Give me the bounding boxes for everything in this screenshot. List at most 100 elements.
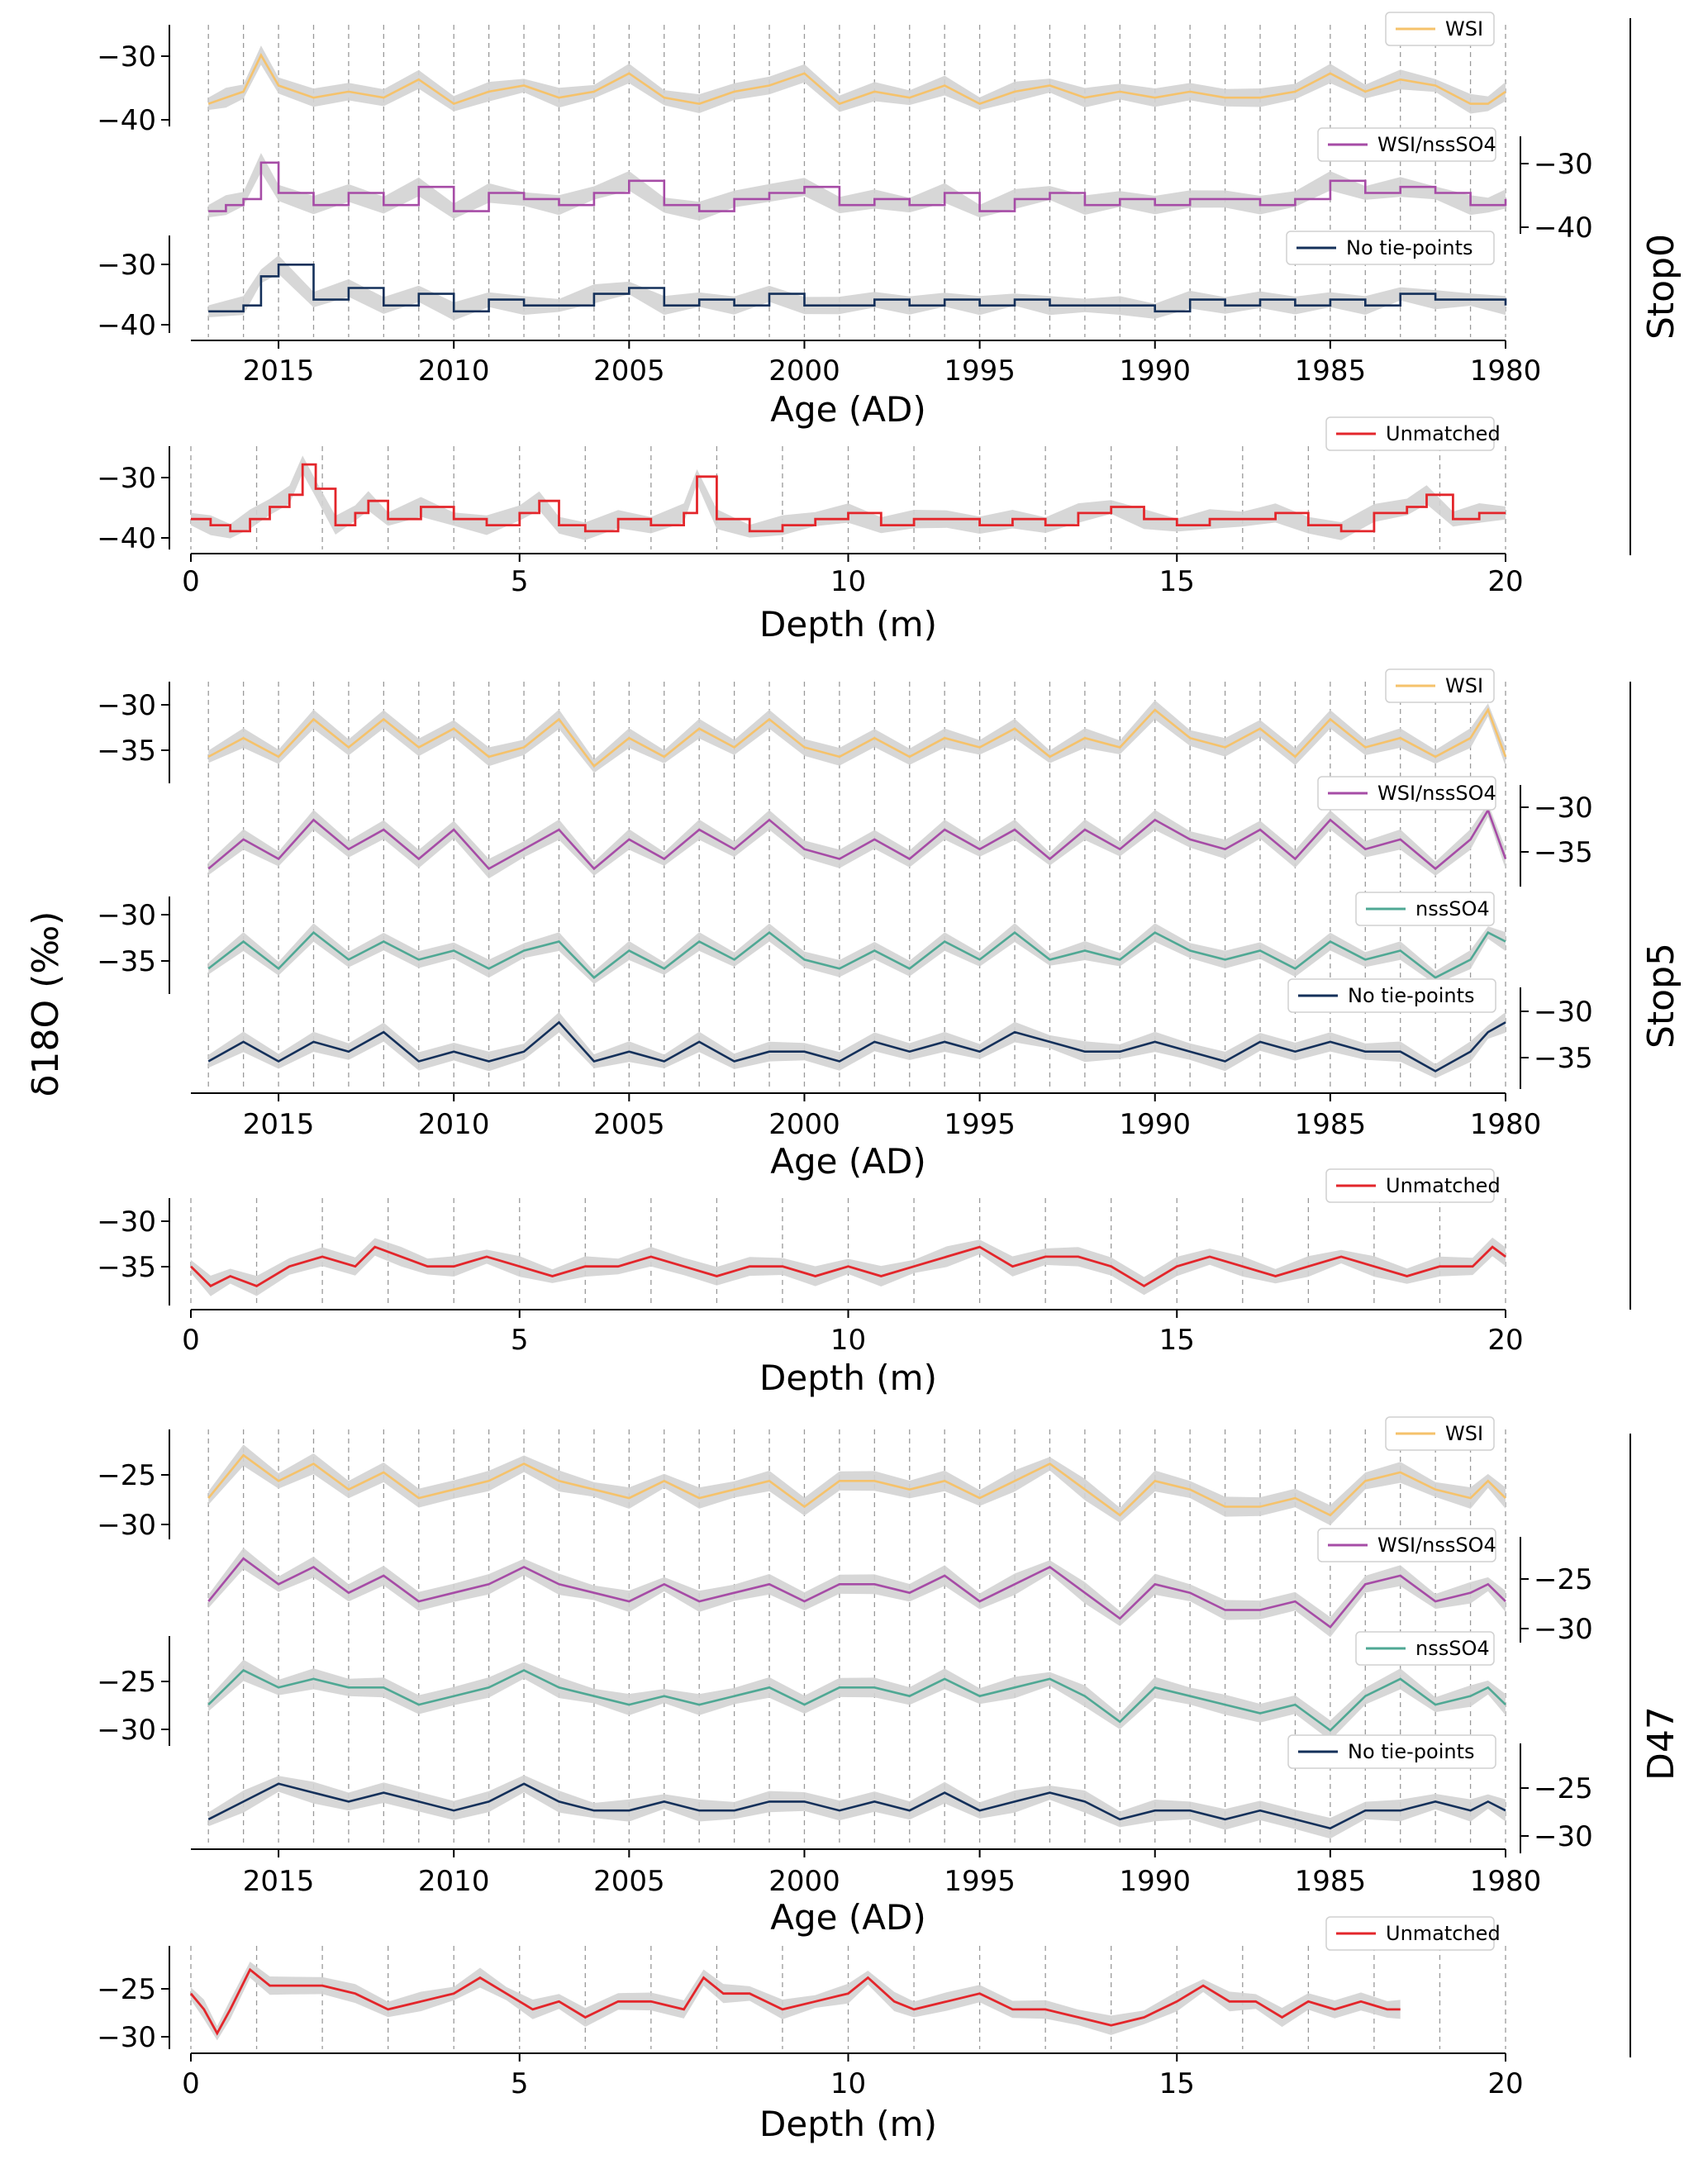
x-tick-label: 1980	[1470, 1108, 1542, 1141]
legend-label: WSI	[1445, 17, 1483, 40]
y-tick-label: −30	[1534, 1613, 1593, 1646]
legend: WSI	[1385, 668, 1495, 703]
legend-box	[1325, 1916, 1495, 1951]
uncertainty-band	[208, 700, 1506, 773]
x-tick-label: 0	[182, 2067, 200, 2100]
y-tick-label: −30	[1534, 792, 1593, 825]
group-label: Stop0	[1640, 234, 1682, 340]
chart-group-d47: −25−30WSI−25−30WSI/nssSO4−25−30nssSO4−25…	[97, 1416, 1682, 2144]
legend: Unmatched	[1325, 416, 1501, 451]
y-tick-label: −30	[1534, 1820, 1593, 1853]
x-tick-label: 2015	[243, 1865, 315, 1898]
y-tick-label: −25	[97, 1666, 156, 1699]
legend-box	[1286, 231, 1495, 265]
x-tick-label: 2015	[243, 354, 315, 388]
y-tick-label: −25	[1534, 1772, 1593, 1805]
legend-box	[1287, 978, 1496, 1013]
x-tick-label: 1995	[944, 1865, 1016, 1898]
y-tick-label: −30	[97, 1509, 156, 1542]
uncertainty-band	[208, 1011, 1506, 1078]
x-tick-label: 1985	[1295, 1108, 1367, 1141]
series-line	[207, 1668, 1506, 1732]
y-tick-label: −30	[97, 249, 156, 282]
legend-label: WSI/nssSO4	[1377, 133, 1496, 156]
x-tick-label: 2000	[768, 1108, 840, 1141]
group-label: Stop5	[1640, 943, 1682, 1049]
x-tick-label: 2010	[418, 1865, 490, 1898]
legend-box	[1355, 1631, 1495, 1666]
legend-label: Unmatched	[1386, 422, 1501, 445]
legend-label: No tie-points	[1346, 236, 1472, 259]
series-line	[207, 1782, 1506, 1830]
series-wsi: −25 −30 WSI	[97, 1416, 1506, 1542]
x-tick-label: 2005	[593, 1865, 665, 1898]
chart-group-stop0: −30 −40 WSI −30 −40 WSI/nssSO4 −30 −40 No tie-po…	[97, 12, 1682, 644]
x-tick-label: 10	[830, 1324, 866, 1357]
series-unmatched: Unmatched	[190, 1168, 1506, 1296]
y-tick-label: −30	[97, 40, 156, 74]
legend: WSI/nssSO4	[1317, 1528, 1496, 1562]
legend: WSI	[1385, 1416, 1495, 1451]
y-tick-label: −40	[97, 309, 156, 342]
legend: No tie-points	[1287, 1734, 1496, 1769]
series-line	[191, 463, 1506, 533]
y-tick-label: −25	[97, 1459, 156, 1492]
series-line	[207, 707, 1507, 768]
y-tick-label: −35	[1534, 1042, 1593, 1075]
series-no-tie-points: −30 −35 No tie-points	[207, 978, 1593, 1089]
y-tick-label: −25	[1534, 1563, 1593, 1596]
y-tick-label: −30	[97, 689, 156, 722]
x-tick-label: 5	[511, 565, 529, 598]
uncertainty-band	[208, 255, 1506, 321]
series-line	[190, 1245, 1506, 1288]
series-line	[207, 1557, 1506, 1629]
legend: WSI/nssSO4	[1317, 127, 1496, 162]
x-tick-label: 10	[830, 565, 866, 598]
y-tick-label: −30	[97, 2021, 156, 2054]
y-tick-label: −30	[97, 899, 156, 932]
x-tick-label: 15	[1159, 565, 1195, 598]
x-tick-label: 20	[1487, 2067, 1523, 2100]
legend: Unmatched	[1325, 1916, 1501, 1951]
uncertainty-band	[191, 1962, 1401, 2041]
y-tick-label: −35	[97, 1251, 156, 1284]
y-tick-label: −30	[1534, 996, 1593, 1029]
uncertainty-band	[208, 1548, 1506, 1638]
uncertainty-band	[208, 1444, 1506, 1525]
y-tick-label: −30	[1534, 148, 1593, 181]
y-tick-label: −40	[1534, 212, 1593, 245]
uncertainty-band	[208, 803, 1506, 879]
series-no-tie-points: −30 −40 No tie-points	[97, 231, 1507, 342]
legend-box	[1355, 892, 1495, 926]
legend-box	[1385, 668, 1495, 703]
legend: nssSO4	[1355, 1631, 1495, 1666]
uncertainty-band	[208, 153, 1506, 221]
x-tick-label: 5	[511, 1324, 529, 1357]
series-nssso4: −25 −30 nssSO4	[97, 1631, 1506, 1747]
legend-label: WSI/nssSO4	[1377, 1534, 1496, 1557]
x-tick-label: 1995	[944, 1108, 1016, 1141]
x-axis-label: Depth (m)	[759, 1358, 937, 1398]
series-line	[207, 1453, 1506, 1517]
legend-label: No tie-points	[1348, 1740, 1474, 1763]
x-tick-label: 5	[511, 2067, 529, 2100]
legend-label: WSI/nssSO4	[1377, 782, 1496, 805]
y-tick-label: −30	[97, 462, 156, 495]
series-unmatched: Unmatched	[189, 1916, 1501, 2041]
group-label: D47	[1640, 1706, 1682, 1781]
x-tick-label: 1990	[1119, 354, 1191, 388]
legend: Unmatched	[1325, 1168, 1501, 1203]
y-axis-label: δ18O (‰)	[25, 911, 67, 1097]
x-tick-label: 2015	[243, 1108, 315, 1141]
y-tick-label: −40	[97, 522, 156, 555]
legend-label: nssSO4	[1415, 1637, 1490, 1660]
series-wsi: −30 −40 WSI	[97, 12, 1506, 137]
series-line	[207, 53, 1506, 106]
series-nssso4: −30 −35 nssSO4	[97, 892, 1506, 994]
x-tick-label: 1995	[944, 354, 1016, 388]
series-wsi-nssso4: −30 −40 WSI/nssSO4	[208, 127, 1593, 245]
series-line	[207, 930, 1506, 979]
legend-box	[1317, 776, 1496, 811]
uncertainty-band	[208, 45, 1506, 114]
series-line	[189, 1967, 1401, 2036]
